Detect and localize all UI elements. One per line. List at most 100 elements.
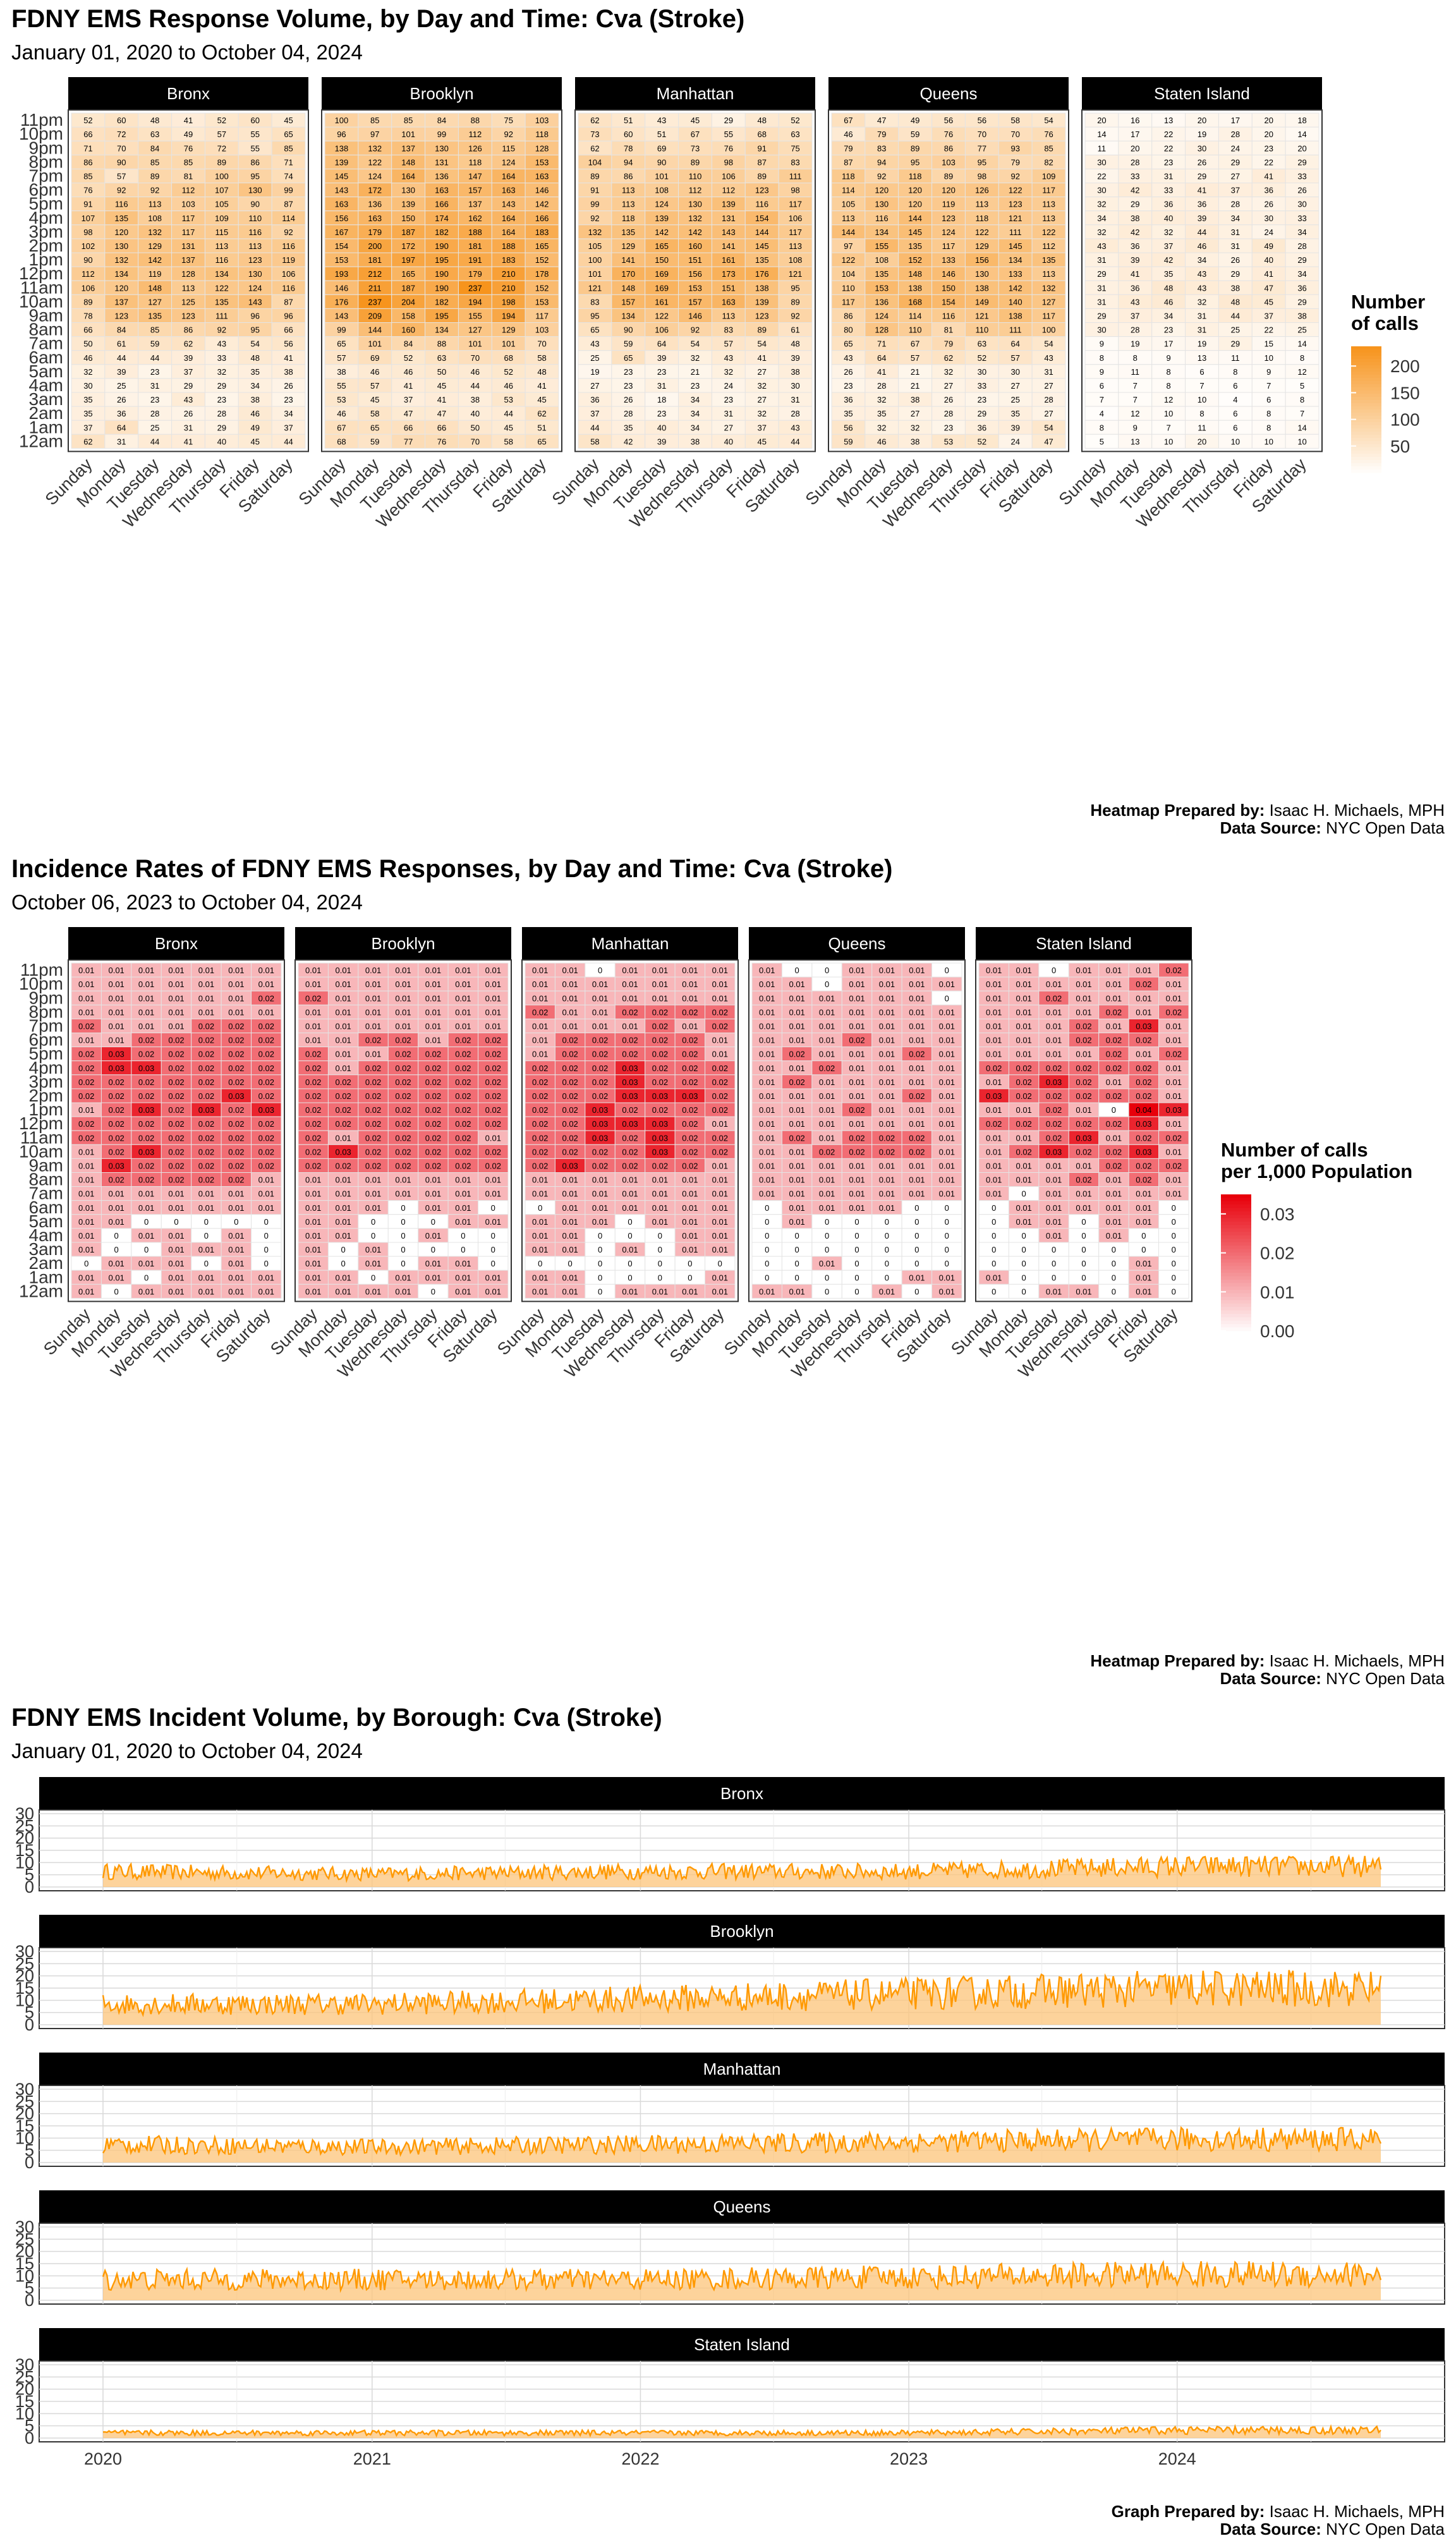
volume-heatmap-chart: Bronx 52 60 48 41 52 60 45 66 72 63 49 57 55 65 71 70 84 7… [19,77,1425,531]
cell-value: 66 [83,130,92,139]
cell-value: 92 [117,186,126,195]
cell-value: 130 [114,241,128,251]
cell-value: 123 [248,255,262,265]
cell-value: 108 [148,214,162,223]
cell-value: 120 [114,228,128,237]
cell-value: 87 [284,200,293,209]
cell-value: 134 [114,269,128,279]
cell-value: 57 [117,171,126,181]
source-label: Data Source: [1220,2520,1321,2539]
cell-value: 134 [215,269,229,279]
cell-value: 120 [114,283,128,293]
cell-value: 55 [250,130,259,139]
x-tick-label: 2021 [353,2449,391,2468]
cell-value: 86 [250,157,259,167]
cell-value: 60 [250,116,259,125]
cell-value: 106 [82,283,95,293]
panel-label: Manhattan [703,2060,781,2078]
cell-value: 76 [83,186,92,195]
cell-value: 116 [282,241,295,251]
panel-label: Staten Island [694,2335,790,2354]
cell-value: 65 [284,130,293,139]
cell-value: 106 [282,269,296,279]
cell-value: 107 [82,214,95,223]
cell-value: 84 [150,143,159,153]
cell-value: 113 [215,241,228,251]
cell-value: 85 [284,143,293,153]
cell-value: 115 [215,228,228,237]
cell-value: 103 [181,200,195,209]
cell-value: 135 [114,214,128,223]
cell-value: 49 [184,130,193,139]
cell-value: 113 [248,241,262,251]
cell-value: 72 [217,143,226,153]
x-tick-label: 2023 [890,2449,928,2468]
y-tick-label: 0 [25,2291,34,2310]
cell-value: 109 [215,214,229,223]
credit-name: Isaac H. Michaels, MPH [1269,2502,1445,2521]
cell-value: 117 [182,228,195,237]
cell-value: 81 [184,171,193,181]
cell-value: 107 [215,186,229,195]
cell-value: 52 [83,116,92,125]
cell-value: 95 [250,171,259,181]
cell-value: 85 [184,157,193,167]
cell-value: 119 [149,269,162,279]
cell-value: 57 [217,130,226,139]
cell-value: 60 [117,116,126,125]
x-tick-label: 2020 [84,2449,122,2468]
cell-value: 116 [248,228,262,237]
cell-value: 114 [282,214,295,223]
cell-value: 85 [83,171,92,181]
cell-value: 55 [250,143,259,153]
cell-value: 89 [150,171,159,181]
cell-value: 100 [215,171,229,181]
cell-value: 48 [150,116,159,125]
cell-value: 102 [82,241,95,251]
y-tick-label: 0 [25,2015,34,2034]
cell-value: 90 [117,157,126,167]
cell-value: 90 [250,200,259,209]
x-tick-label: 2022 [621,2449,659,2468]
cell-value: 117 [182,214,195,223]
cell-value: 105 [215,200,229,209]
cell-value: 41 [184,116,193,125]
cell-value: 142 [148,255,162,265]
x-tick-label: 2024 [1158,2449,1196,2468]
cell-value: 128 [181,269,195,279]
volume-heatmap-title: FDNY EMS Response Volume, by Day and Tim… [11,5,745,33]
cell-value: 130 [248,269,262,279]
cell-value: 71 [284,157,293,167]
cell-value: 137 [181,255,195,265]
cell-value: 90 [83,255,92,265]
cell-value: 112 [182,186,195,195]
cell-value: 99 [284,186,293,195]
cell-value: 45 [284,116,293,125]
cell-value: 112 [82,269,95,279]
timeseries-credit: Graph Prepared by: Isaac H. Michaels, MP… [1112,2502,1445,2538]
cell-value: 52 [217,116,226,125]
cell-value: 71 [83,143,92,153]
cell-value: 129 [148,241,162,251]
cell-value: 116 [115,200,128,209]
cell-value: 116 [215,255,228,265]
cell-value: 119 [282,255,295,265]
cell-value: 132 [148,228,162,237]
panel-label: Queens [713,2197,770,2216]
cell-value: 74 [284,171,293,181]
panel-label: Bronx [167,84,210,103]
credit-label: Graph Prepared by: [1111,2502,1265,2521]
cell-value: 70 [117,143,126,153]
panel-label: Bronx [720,1784,763,1803]
cell-value: 72 [117,130,126,139]
y-tick-label: 0 [25,2153,34,2172]
cell-value: 130 [248,186,262,195]
cell-value: 110 [248,214,262,223]
panel-label: Brooklyn [710,1922,774,1941]
cell-value: 92 [284,228,293,237]
cell-value: 98 [83,228,92,237]
cell-value: 89 [217,157,226,167]
y-tick-label: 0 [25,1878,34,1896]
source-name: NYC Open Data [1326,2520,1445,2539]
